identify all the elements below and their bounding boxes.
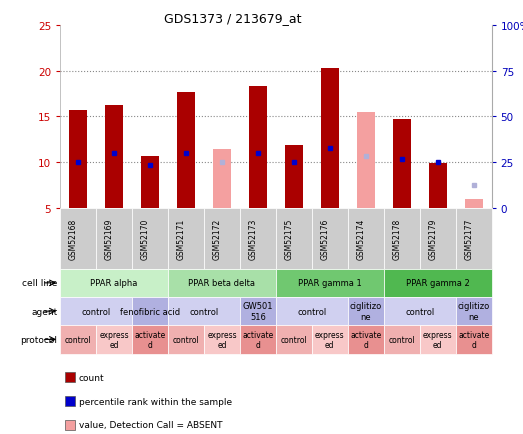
Text: activate
d: activate d: [242, 330, 274, 349]
Text: protocol: protocol: [20, 335, 58, 344]
Text: express
ed: express ed: [315, 330, 345, 349]
Text: GSM52172: GSM52172: [213, 218, 222, 259]
Text: GSM52174: GSM52174: [357, 218, 366, 260]
Text: control: control: [297, 307, 326, 316]
Text: GSM52169: GSM52169: [105, 218, 114, 260]
Text: activate
d: activate d: [134, 330, 166, 349]
Text: GW501
516: GW501 516: [243, 302, 273, 321]
Bar: [429, 164, 447, 208]
Text: control: control: [82, 307, 111, 316]
Text: agent: agent: [31, 307, 58, 316]
Text: GSM52168: GSM52168: [69, 218, 78, 259]
Bar: [177, 92, 195, 208]
Text: PPAR alpha: PPAR alpha: [90, 279, 138, 288]
Text: percentile rank within the sample: percentile rank within the sample: [79, 397, 232, 406]
Text: GSM52176: GSM52176: [321, 218, 330, 260]
Text: value, Detection Call = ABSENT: value, Detection Call = ABSENT: [79, 421, 222, 430]
Text: control: control: [65, 335, 92, 344]
Bar: [321, 69, 339, 208]
Text: PPAR gamma 2: PPAR gamma 2: [406, 279, 470, 288]
Text: activate
d: activate d: [458, 330, 490, 349]
Text: express
ed: express ed: [423, 330, 452, 349]
Text: count: count: [79, 373, 105, 382]
Text: GSM52175: GSM52175: [285, 218, 294, 260]
Text: PPAR beta delta: PPAR beta delta: [188, 279, 255, 288]
Bar: [105, 105, 123, 208]
Text: control: control: [405, 307, 434, 316]
Text: GSM52178: GSM52178: [393, 218, 402, 259]
Text: GSM52171: GSM52171: [177, 218, 186, 259]
Text: GSM52177: GSM52177: [464, 218, 474, 260]
Text: control: control: [189, 307, 219, 316]
Bar: [213, 150, 231, 208]
Bar: [141, 156, 159, 208]
Text: GSM52170: GSM52170: [141, 218, 150, 260]
Bar: [69, 111, 87, 208]
Text: control: control: [173, 335, 199, 344]
Text: control: control: [389, 335, 415, 344]
Text: control: control: [280, 335, 307, 344]
Text: PPAR gamma 1: PPAR gamma 1: [298, 279, 362, 288]
Text: cell line: cell line: [22, 279, 58, 288]
Text: activate
d: activate d: [350, 330, 381, 349]
Bar: [357, 112, 375, 208]
Text: ciglitizo
ne: ciglitizo ne: [458, 302, 490, 321]
Text: GSM52173: GSM52173: [249, 218, 258, 260]
Text: GSM52179: GSM52179: [429, 218, 438, 260]
Bar: [285, 145, 303, 208]
Text: ciglitizo
ne: ciglitizo ne: [350, 302, 382, 321]
Title: GDS1373 / 213679_at: GDS1373 / 213679_at: [164, 12, 301, 25]
Text: fenofibric acid: fenofibric acid: [120, 307, 180, 316]
Bar: [249, 87, 267, 208]
Bar: [393, 120, 411, 208]
Bar: [464, 199, 483, 208]
Text: express
ed: express ed: [207, 330, 237, 349]
Text: express
ed: express ed: [99, 330, 129, 349]
